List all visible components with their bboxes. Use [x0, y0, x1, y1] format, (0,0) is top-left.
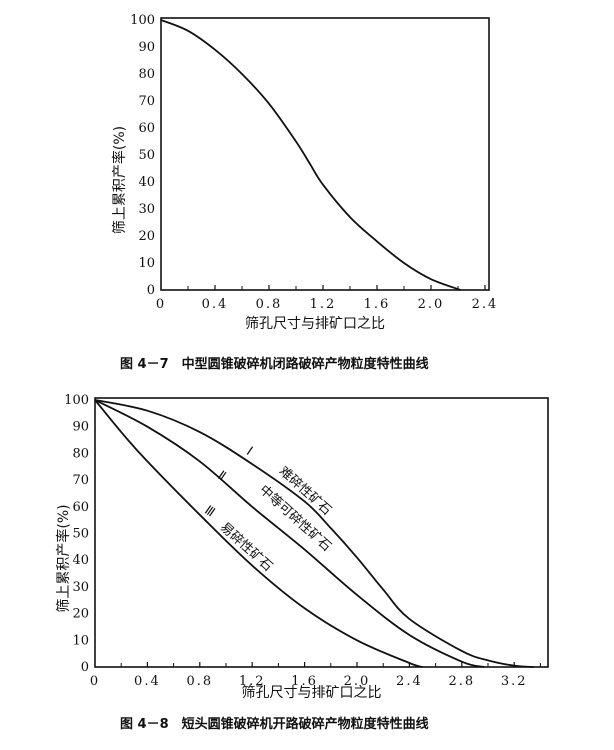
y-tick-label: 100 — [130, 13, 155, 28]
series-line-2 — [94, 399, 485, 668]
x-tick-label: 1.6 — [291, 674, 318, 689]
x-axis-label: 筛孔尺寸与排矿口之比 — [242, 685, 382, 701]
series-line-1 — [160, 19, 462, 291]
series-numeral-2: Ⅱ — [215, 468, 229, 484]
y-axis-label: 筛上累积产率(%) — [111, 126, 128, 234]
y-tick-label: 10 — [138, 256, 155, 271]
y-tick-label: 20 — [72, 607, 89, 622]
x-tick-label: 2.8 — [448, 674, 475, 689]
y-axis-label: 筛上累积产率(%) — [55, 504, 72, 612]
y-tick-label: 40 — [138, 175, 155, 190]
chart-1: 0 0.4 0.8 1.2 1.6 2.0 2.4 0 10 20 30 40 50 60 70 80 90 10… — [111, 13, 499, 372]
y-tick-label: 70 — [138, 94, 155, 109]
series-label-3: 易碎性矿石 — [217, 520, 275, 575]
plot-frame — [160, 17, 490, 291]
y-tick-label: 80 — [72, 446, 89, 461]
y-tick-label: 60 — [72, 500, 89, 515]
y-tick-label: 0 — [147, 283, 155, 298]
x-tick-label: 0.4 — [134, 674, 161, 689]
x-tick-label: 0.8 — [186, 674, 213, 689]
y-tick-label: 0 — [81, 660, 89, 675]
x-tick-label: 2.0 — [344, 674, 371, 689]
chart-2: 0 0.4 0.8 1.2 1.6 2.0 2.4 2.8 3.2 0 10 20 30 40 50 60 70… — [55, 393, 549, 732]
x-tick-label: 0.4 — [202, 297, 229, 312]
figure-caption: 图 4－7 中型圆锥破碎机闭路破碎产物粒度特性曲线 — [120, 356, 429, 372]
y-tick-label: 70 — [72, 473, 89, 488]
x-tick-label: 2.4 — [472, 297, 499, 312]
y-tick-label: 100 — [64, 393, 89, 408]
x-axis-label: 筛孔尺寸与排矿口之比 — [245, 316, 385, 332]
y-tick-label: 30 — [138, 202, 155, 217]
x-tick-label: 2.0 — [418, 297, 445, 312]
x-tick-label: 0.8 — [256, 297, 283, 312]
x-tick-label: 2.4 — [396, 674, 423, 689]
y-tick-label: 30 — [72, 580, 89, 595]
series-numeral-1: Ⅰ — [243, 444, 255, 458]
y-tick-label: 40 — [72, 553, 89, 568]
y-tick-label: 10 — [72, 633, 89, 648]
y-tick-label: 90 — [138, 40, 155, 55]
x-tick-label: 1.2 — [310, 297, 337, 312]
x-tick-label: 1.6 — [364, 297, 391, 312]
y-tick-label: 50 — [72, 527, 89, 542]
x-tick-label: 1.2 — [239, 674, 266, 689]
figure-caption: 图 4－8 短头圆锥破碎机开路破碎产物粒度特性曲线 — [120, 716, 429, 732]
y-tick-label: 80 — [138, 67, 155, 82]
y-tick-label: 60 — [138, 121, 155, 136]
x-tick-label: 0 — [90, 674, 100, 689]
y-tick-label: 20 — [138, 229, 155, 244]
x-tick-label: 3.2 — [501, 674, 528, 689]
plot-frame — [94, 397, 549, 668]
y-tick-label: 50 — [138, 148, 155, 163]
x-tick-label: 0 — [156, 297, 166, 312]
y-tick-label: 90 — [72, 420, 89, 435]
series-line-3 — [94, 399, 423, 668]
series-line-1 — [94, 399, 534, 668]
